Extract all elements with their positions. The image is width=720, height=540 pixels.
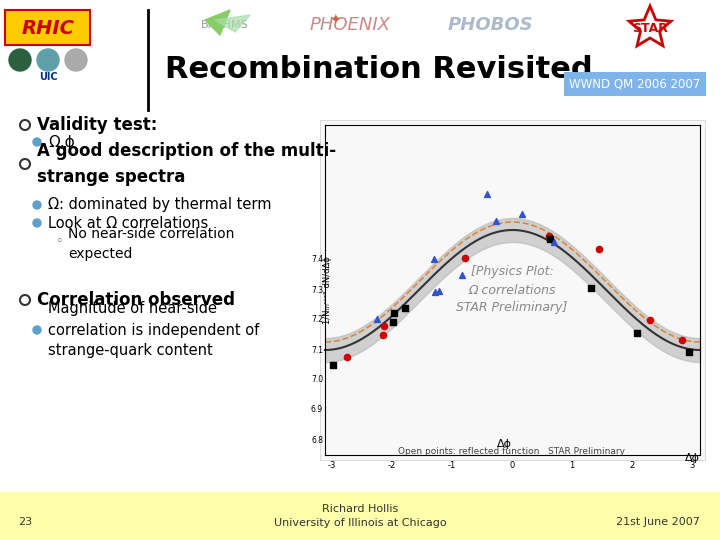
Point: [429, 288, 441, 296]
Text: Correlation observed: Correlation observed: [37, 291, 235, 309]
FancyBboxPatch shape: [0, 492, 720, 540]
Circle shape: [9, 49, 31, 71]
Text: 7.0: 7.0: [311, 375, 323, 384]
Text: A good description of the multi-
strange spectra: A good description of the multi- strange…: [37, 143, 336, 186]
Text: Look at Ω correlations: Look at Ω correlations: [48, 215, 208, 231]
Point: [585, 284, 596, 292]
Text: 7.3: 7.3: [311, 286, 323, 294]
Text: STAR: STAR: [632, 22, 668, 35]
Text: Validity test:: Validity test:: [37, 116, 158, 134]
Text: ✦: ✦: [329, 14, 341, 28]
Point: [456, 271, 468, 279]
Circle shape: [37, 49, 59, 71]
Text: Richard Hollis
University of Illinois at Chicago: Richard Hollis University of Illinois at…: [274, 504, 446, 528]
Text: Δϕ: Δϕ: [685, 453, 700, 463]
Point: [327, 361, 338, 370]
Text: -1: -1: [448, 461, 456, 470]
Text: Ω: dominated by thermal term: Ω: dominated by thermal term: [48, 198, 271, 213]
Text: WWND QM 2006 2007: WWND QM 2006 2007: [570, 78, 701, 91]
Point: [490, 217, 502, 225]
Text: 0: 0: [509, 461, 515, 470]
Text: PHOBOS: PHOBOS: [447, 16, 533, 34]
Text: No near-side correlation
expected: No near-side correlation expected: [68, 227, 235, 261]
Point: [544, 234, 556, 243]
Text: RHIC: RHIC: [22, 18, 74, 37]
Point: [387, 318, 399, 327]
Text: 1/Nₜᵣᵢᶜᶜᵉᴿ dN/dΔϕ: 1/Nₜᵣᵢᶜᶜᵉᴿ dN/dΔϕ: [323, 256, 333, 324]
Text: 6.9: 6.9: [311, 406, 323, 415]
Point: [594, 245, 606, 253]
Text: 23: 23: [18, 517, 32, 527]
Point: [341, 353, 353, 361]
Text: 21st June 2007: 21st June 2007: [616, 517, 700, 527]
Text: 2: 2: [629, 461, 634, 470]
Point: [433, 287, 445, 296]
Text: Recombination Revisited: Recombination Revisited: [165, 56, 593, 84]
Text: 1: 1: [570, 461, 575, 470]
Text: -2: -2: [388, 461, 396, 470]
Point: [683, 348, 695, 356]
Text: Open points: reflected function   STAR Preliminary: Open points: reflected function STAR Pre…: [398, 448, 626, 456]
Point: [676, 336, 688, 345]
Point: [459, 254, 471, 262]
Circle shape: [33, 138, 41, 146]
FancyBboxPatch shape: [564, 72, 706, 96]
Text: 3: 3: [689, 461, 695, 470]
Text: [Physics Plot:
Ω correlations
STAR Preliminary]: [Physics Plot: Ω correlations STAR Preli…: [456, 266, 567, 314]
Point: [644, 316, 656, 325]
Text: 7.1: 7.1: [311, 346, 323, 354]
Text: 7.2: 7.2: [311, 315, 323, 325]
Point: [399, 303, 410, 312]
FancyBboxPatch shape: [5, 10, 90, 45]
Point: [378, 321, 390, 330]
Polygon shape: [215, 15, 250, 32]
Text: PHOENIX: PHOENIX: [310, 16, 390, 34]
Text: UIC: UIC: [39, 72, 58, 82]
Text: BRAHMS: BRAHMS: [201, 20, 249, 30]
Text: Magnitude of near-side
correlation is independent of
strange-quark content: Magnitude of near-side correlation is in…: [48, 301, 259, 359]
FancyBboxPatch shape: [320, 120, 705, 460]
Circle shape: [33, 326, 41, 334]
Point: [378, 331, 390, 340]
Text: ◦: ◦: [55, 234, 63, 247]
Text: Ω,ϕ: Ω,ϕ: [48, 134, 75, 150]
Point: [631, 328, 643, 337]
Circle shape: [33, 219, 41, 227]
Point: [428, 255, 440, 264]
Circle shape: [33, 201, 41, 209]
Point: [481, 190, 492, 198]
Point: [516, 210, 528, 219]
Polygon shape: [205, 10, 230, 35]
Point: [549, 238, 560, 247]
Point: [372, 315, 383, 323]
Point: [388, 308, 400, 317]
Text: Δϕ: Δϕ: [497, 439, 512, 449]
Text: 6.8: 6.8: [311, 435, 323, 444]
Point: [544, 232, 555, 241]
Circle shape: [65, 49, 87, 71]
Text: 7.4: 7.4: [311, 255, 323, 265]
Text: -3: -3: [328, 461, 336, 470]
